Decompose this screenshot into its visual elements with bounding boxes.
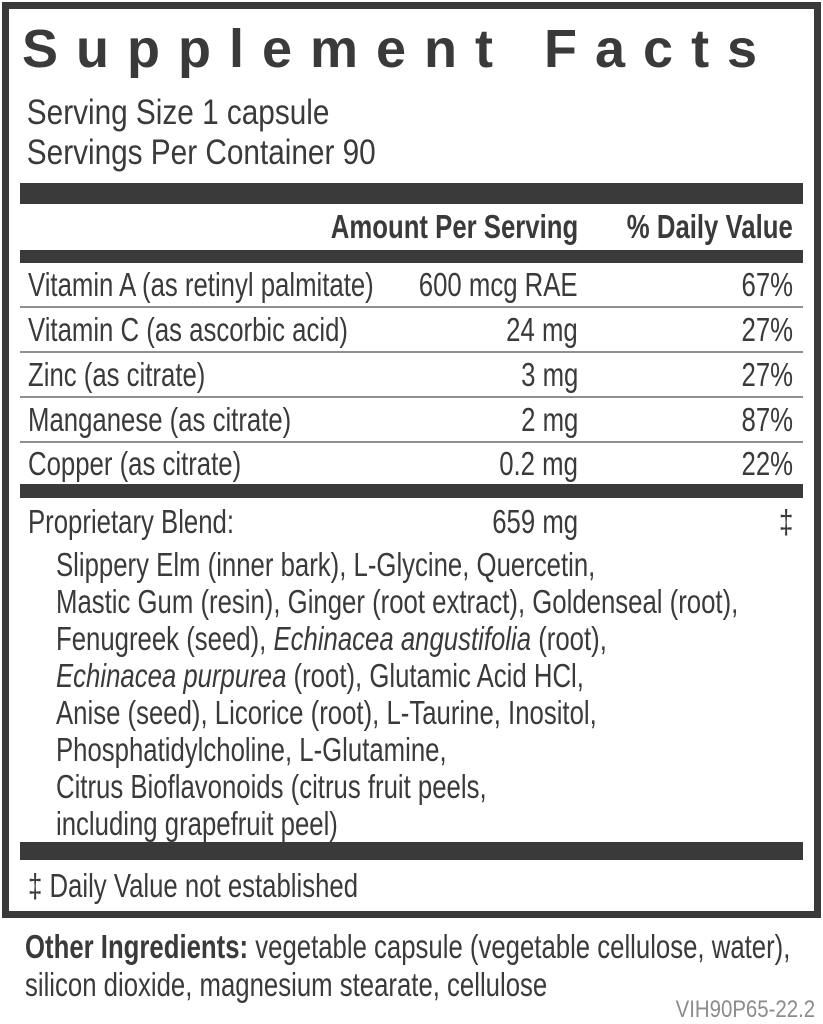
nutrient-daily-value: 67%	[741, 265, 793, 303]
nutrient-amount: 600 mcg RAE	[419, 265, 578, 303]
divider-bar-top	[20, 183, 803, 204]
nutrient-row-vitamin-a: Vitamin A (as retinyl palmitate) 600 mcg…	[20, 263, 803, 308]
nutrient-daily-value: 87%	[741, 400, 793, 438]
ingredient-text: including grapefruit peel)	[56, 805, 338, 842]
other-ingredients-section: Other Ingredients: vegetable capsule (ve…	[25, 928, 823, 1004]
ingredient-line: Fenugreek (seed), Echinacea angustifolia…	[56, 620, 639, 657]
nutrient-amount: 2 mg	[520, 400, 578, 438]
nutrient-amount: 24 mg	[506, 310, 578, 348]
blend-name: Proprietary Blend:	[28, 503, 235, 540]
ingredient-text: Phosphatidylcholine, L-Glutamine,	[56, 731, 447, 768]
nutrient-daily-value: 27%	[741, 355, 793, 393]
nutrient-amount: 3 mg	[520, 355, 578, 393]
product-code: VIH90P65-22.2	[675, 996, 815, 1023]
nutrient-row-copper: Copper (as citrate) 0.2 mg 22%	[20, 443, 803, 484]
panel-title: Supplement Facts	[22, 19, 776, 79]
nutrient-name: Vitamin C (as ascorbic acid)	[28, 310, 348, 348]
other-ingredients-line-1: Other Ingredients: vegetable capsule (ve…	[25, 928, 790, 966]
ingredient-line: Slippery Elm (inner bark), L-Glycine, Qu…	[56, 546, 639, 583]
ingredient-latin-name: Echinacea purpurea	[56, 657, 287, 694]
nutrient-name: Manganese (as citrate)	[28, 400, 292, 438]
nutrient-amount: 0.2 mg	[499, 444, 578, 482]
serving-info: Serving Size 1 capsule Servings Per Cont…	[20, 93, 803, 173]
ingredient-line: Anise (seed), Licorice (root), L-Taurine…	[56, 694, 639, 731]
nutrient-row-vitamin-c: Vitamin C (as ascorbic acid) 24 mg 27%	[20, 308, 803, 353]
ingredient-text: (root),	[531, 620, 607, 657]
ingredient-latin-name: Echinacea angustifolia	[273, 620, 532, 657]
divider-bar-blend	[20, 484, 803, 498]
ingredient-text: (root), Glutamic Acid HCl,	[286, 657, 584, 694]
proprietary-blend-row: Proprietary Blend: 659 mg ‡	[20, 498, 803, 546]
serving-size: Serving Size 1 capsule	[26, 93, 330, 132]
header-amount-per-serving: Amount Per Serving	[330, 208, 578, 245]
footnote-row: ‡ Daily Value not established	[20, 860, 803, 912]
daily-value-footnote: ‡ Daily Value not established	[28, 867, 359, 904]
other-ingredients-text: vegetable capsule (vegetable cellulose, …	[248, 928, 791, 965]
ingredient-line: Mastic Gum (resin), Ginger (root extract…	[56, 583, 738, 620]
ingredient-text: Mastic Gum (resin), Ginger (root extract…	[56, 583, 739, 620]
divider-bar-footnote	[20, 842, 803, 860]
divider-bar-header	[20, 250, 803, 263]
other-ingredients-line-2: silicon dioxide, magnesium stearate, cel…	[25, 966, 548, 1003]
ingredient-text: Citrus Bioflavonoids (citrus fruit peels…	[56, 768, 487, 805]
ingredient-text: Slippery Elm (inner bark), L-Glycine, Qu…	[56, 546, 596, 583]
ingredient-line: including grapefruit peel)	[56, 805, 639, 842]
nutrient-name: Vitamin A (as retinyl palmitate)	[28, 265, 374, 303]
nutrient-row-manganese: Manganese (as citrate) 2 mg 87%	[20, 398, 803, 443]
supplement-facts-panel: Supplement Facts Serving Size 1 capsule …	[2, 2, 821, 918]
ingredient-line: Phosphatidylcholine, L-Glutamine,	[56, 731, 639, 768]
blend-amount: 659 mg	[492, 503, 578, 540]
ingredient-text: Fenugreek (seed),	[56, 620, 274, 657]
nutrient-row-zinc: Zinc (as citrate) 3 mg 27%	[20, 353, 803, 398]
ingredient-line: Echinacea purpurea (root), Glutamic Acid…	[56, 657, 639, 694]
nutrient-daily-value: 22%	[741, 444, 793, 482]
ingredient-line: Citrus Bioflavonoids (citrus fruit peels…	[56, 768, 639, 805]
nutrient-daily-value: 27%	[741, 310, 793, 348]
nutrient-name: Copper (as citrate)	[28, 444, 242, 482]
servings-per-container: Servings Per Container 90	[26, 133, 376, 172]
nutrient-name: Zinc (as citrate)	[28, 355, 206, 393]
blend-ingredient-list: Slippery Elm (inner bark), L-Glycine, Qu…	[20, 546, 803, 842]
header-daily-value: % Daily Value	[627, 208, 793, 245]
table-header-row: Amount Per Serving % Daily Value	[20, 204, 803, 250]
ingredient-text: Anise (seed), Licorice (root), L-Taurine…	[56, 694, 597, 731]
double-dagger-symbol: ‡	[778, 503, 793, 540]
other-ingredients-label: Other Ingredients:	[25, 928, 249, 965]
